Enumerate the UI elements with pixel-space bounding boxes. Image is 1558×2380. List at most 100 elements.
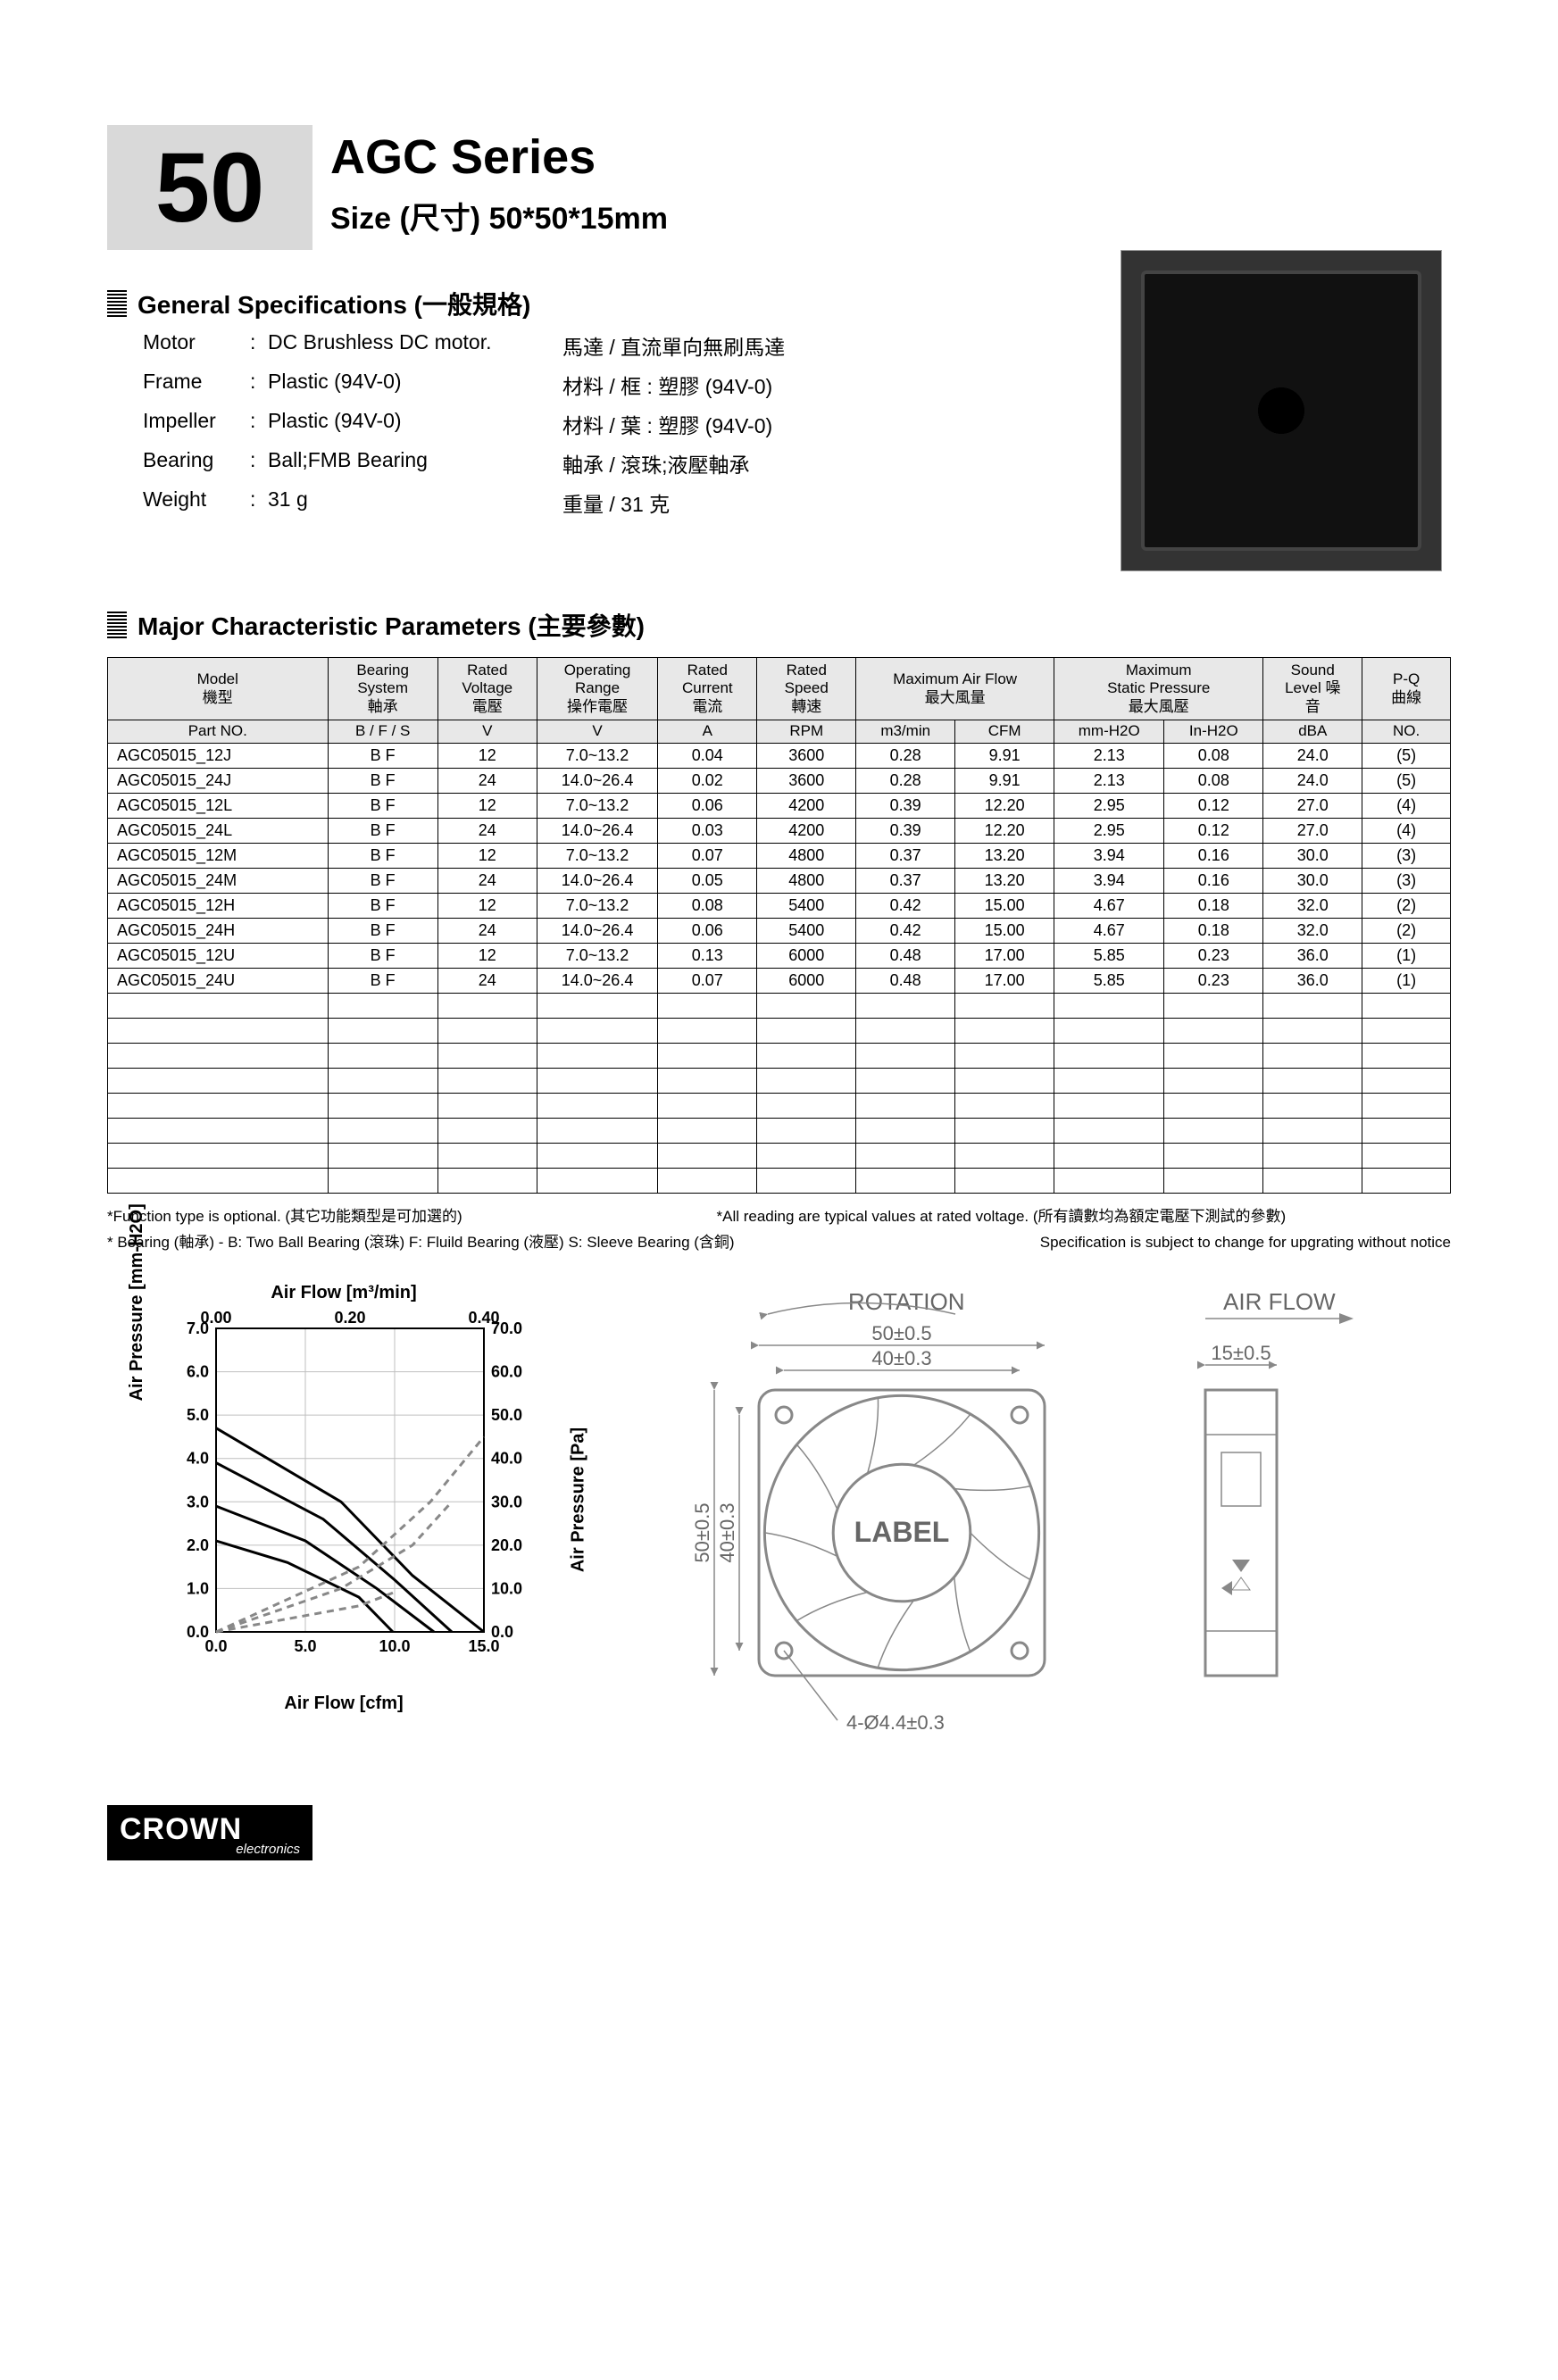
table-cell: 0.28 — [856, 744, 955, 769]
table-header: RatedCurrent電流 — [658, 658, 757, 720]
table-cell: 12 — [437, 794, 537, 819]
table-cell: 6000 — [757, 969, 856, 994]
size-title: Size (尺寸) 50*50*15mm — [330, 194, 668, 237]
note-2a: * Bearing (軸承) - B: Two Ball Bearing (滾珠… — [107, 1230, 735, 1256]
chart-ylabel-left: Air Pressure [mm-H2O] — [127, 1204, 147, 1402]
table-subheader: RPM — [757, 720, 856, 744]
table-cell: 0.08 — [658, 894, 757, 919]
spec-value: Plastic (94V-0) — [268, 409, 562, 439]
table-cell: 32.0 — [1263, 894, 1362, 919]
svg-text:40±0.3: 40±0.3 — [716, 1502, 738, 1562]
table-cell: 12.20 — [955, 819, 1054, 844]
table-cell: 13.20 — [955, 869, 1054, 894]
note-2b: Specification is subject to change for u… — [1040, 1230, 1451, 1256]
stripe-icon — [107, 612, 127, 638]
spec-row: Bearing:Ball;FMB Bearing軸承 / 滾珠;液壓軸承 — [143, 448, 1067, 478]
table-cell: AGC05015_12J — [108, 744, 329, 769]
svg-text:0.00: 0.00 — [200, 1311, 231, 1327]
table-cell: 2.95 — [1054, 794, 1164, 819]
svg-text:5.0: 5.0 — [187, 1406, 209, 1424]
table-cell: 9.91 — [955, 744, 1054, 769]
table-cell: 9.91 — [955, 769, 1054, 794]
svg-text:AIR FLOW: AIR FLOW — [1223, 1288, 1336, 1315]
table-cell: B F — [328, 944, 437, 969]
table-cell: 6000 — [757, 944, 856, 969]
table-cell: 0.04 — [658, 744, 757, 769]
table-row: AGC05015_12JB F127.0~13.20.0436000.289.9… — [108, 744, 1451, 769]
table-cell: 0.13 — [658, 944, 757, 969]
table-cell: (1) — [1362, 969, 1451, 994]
table-row — [108, 1119, 1451, 1144]
table-cell: 30.0 — [1263, 869, 1362, 894]
table-subheader: m3/min — [856, 720, 955, 744]
table-cell: 2.13 — [1054, 744, 1164, 769]
table-cell: 2.13 — [1054, 769, 1164, 794]
table-cell: B F — [328, 969, 437, 994]
table-subheader: dBA — [1263, 720, 1362, 744]
table-header: BearingSystem軸承 — [328, 658, 437, 720]
table-cell: 7.0~13.2 — [537, 894, 658, 919]
spec-row: Weight:31 g重量 / 31 克 — [143, 487, 1067, 518]
table-row — [108, 994, 1451, 1019]
series-number-box: 50 — [107, 125, 312, 250]
params-table: Model機型BearingSystem軸承RatedVoltage電壓Oper… — [107, 657, 1451, 1194]
table-row: AGC05015_24MB F2414.0~26.40.0548000.3713… — [108, 869, 1451, 894]
table-cell: 7.0~13.2 — [537, 944, 658, 969]
svg-text:0.20: 0.20 — [334, 1311, 365, 1327]
major-heading-text: Major Characteristic Parameters (主要參數) — [137, 607, 645, 643]
table-subheader: CFM — [955, 720, 1054, 744]
svg-text:50.0: 50.0 — [491, 1406, 522, 1424]
svg-text:60.0: 60.0 — [491, 1362, 522, 1380]
note-1b: *All reading are typical values at rated… — [717, 1204, 1287, 1230]
series-number: 50 — [155, 131, 264, 245]
table-cell: 7.0~13.2 — [537, 744, 658, 769]
table-header: Maximum Air Flow最大風量 — [856, 658, 1054, 720]
table-cell: B F — [328, 844, 437, 869]
svg-text:0.0: 0.0 — [204, 1637, 227, 1655]
table-cell: 12 — [437, 944, 537, 969]
table-cell: 3600 — [757, 769, 856, 794]
table-cell: AGC05015_24L — [108, 819, 329, 844]
table-cell: 24 — [437, 869, 537, 894]
table-cell: 4200 — [757, 794, 856, 819]
svg-text:15±0.5: 15±0.5 — [1211, 1342, 1271, 1364]
table-cell: AGC05015_24H — [108, 919, 329, 944]
table-header: SoundLevel 噪音 — [1263, 658, 1362, 720]
table-cell: 0.39 — [856, 794, 955, 819]
table-row — [108, 1094, 1451, 1119]
table-cell: 32.0 — [1263, 919, 1362, 944]
chart-ylabel-right: Air Pressure [Pa] — [568, 1427, 588, 1572]
svg-text:10.0: 10.0 — [491, 1579, 522, 1597]
table-cell: 27.0 — [1263, 794, 1362, 819]
table-cell: 36.0 — [1263, 944, 1362, 969]
major-params-heading: Major Characteristic Parameters (主要參數) — [107, 607, 1451, 643]
table-cell: (5) — [1362, 769, 1451, 794]
general-spec-heading: General Specifications (一般規格) — [107, 286, 1067, 321]
svg-text:40.0: 40.0 — [491, 1449, 522, 1467]
table-cell: 7.0~13.2 — [537, 794, 658, 819]
table-subheader: B / F / S — [328, 720, 437, 744]
table-cell: 36.0 — [1263, 969, 1362, 994]
fan-photo — [1121, 250, 1442, 571]
spec-row: Frame:Plastic (94V-0)材料 / 框 : 塑膠 (94V-0) — [143, 370, 1067, 400]
table-cell: (2) — [1362, 894, 1451, 919]
table-header: P-Q曲線 — [1362, 658, 1451, 720]
table-cell: 12.20 — [955, 794, 1054, 819]
table-subheader: In-H2O — [1164, 720, 1263, 744]
table-cell: 0.06 — [658, 919, 757, 944]
table-row: AGC05015_12UB F127.0~13.20.1360000.4817.… — [108, 944, 1451, 969]
table-cell: 27.0 — [1263, 819, 1362, 844]
spec-label: Motor — [143, 330, 250, 361]
table-cell: 0.05 — [658, 869, 757, 894]
table-row — [108, 1019, 1451, 1044]
table-cell: AGC05015_24U — [108, 969, 329, 994]
table-cell: 24.0 — [1263, 769, 1362, 794]
table-subheader: NO. — [1362, 720, 1451, 744]
table-cell: 0.42 — [856, 919, 955, 944]
table-cell: 0.28 — [856, 769, 955, 794]
table-cell: 0.12 — [1164, 794, 1263, 819]
svg-text:2.0: 2.0 — [187, 1536, 209, 1554]
table-cell: 30.0 — [1263, 844, 1362, 869]
table-header: OperatingRange操作電壓 — [537, 658, 658, 720]
table-cell: 0.23 — [1164, 969, 1263, 994]
